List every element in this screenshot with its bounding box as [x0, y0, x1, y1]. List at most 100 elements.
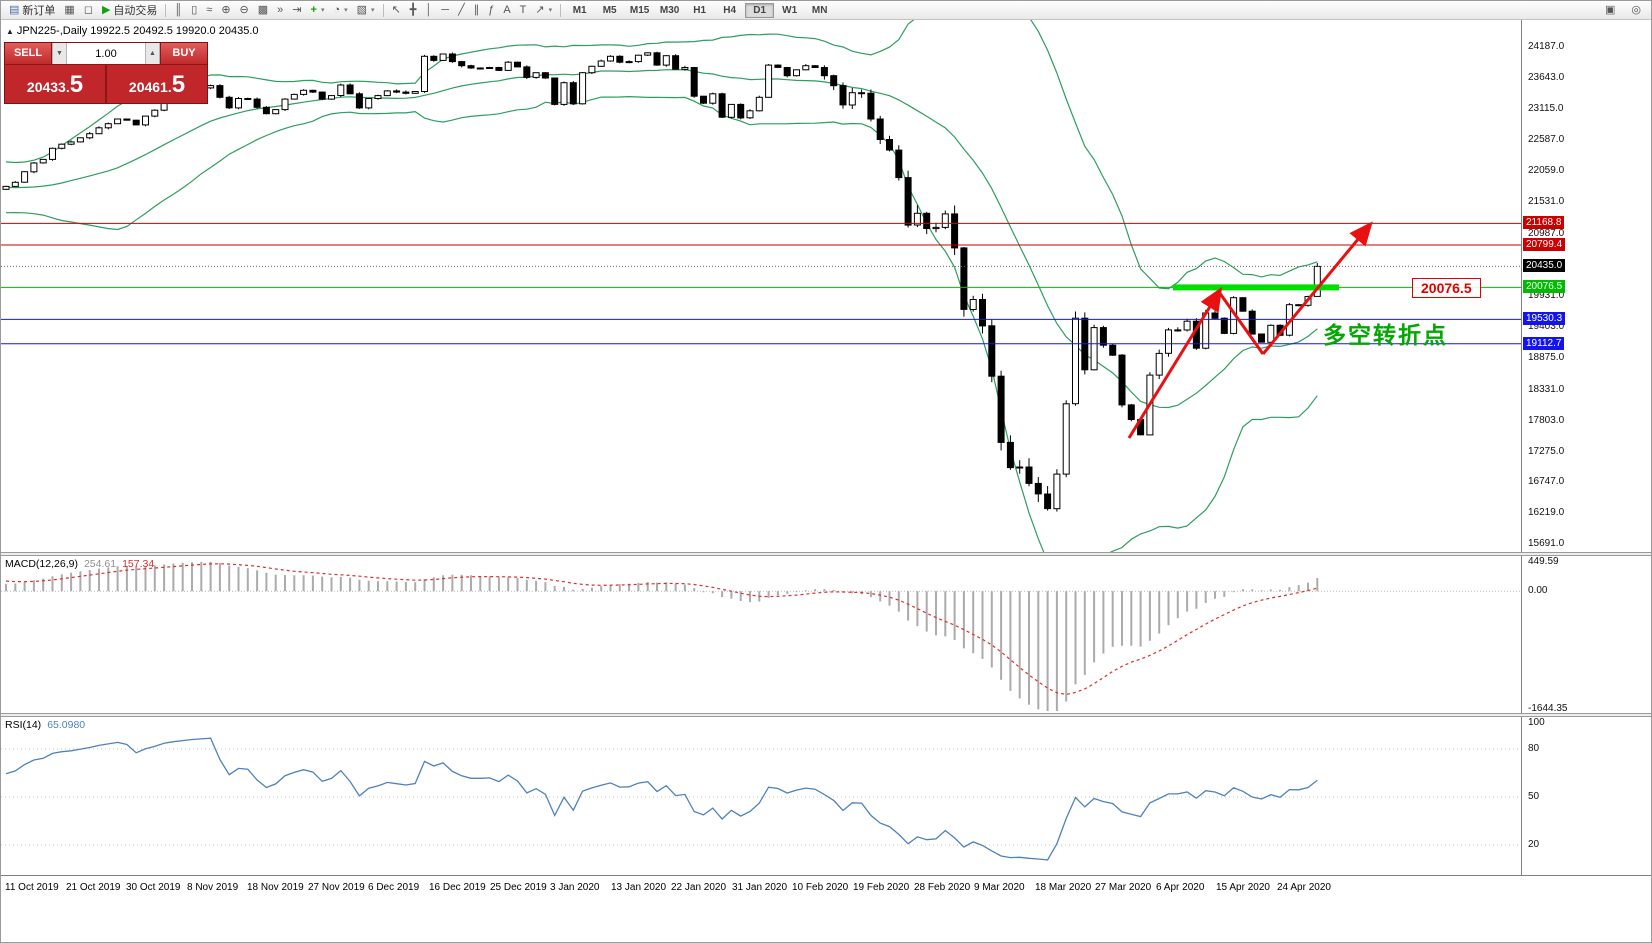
bar-chart-mode-button[interactable]: ║: [170, 3, 186, 18]
timeframe-button-H4[interactable]: H4: [723, 4, 737, 16]
timeframe-group: M1 M5 M15 M30 H1 H4 D1 W1 MN: [565, 2, 834, 18]
lot-increase-button[interactable]: ▲: [145, 43, 160, 64]
print-preview-button[interactable]: ◻: [80, 3, 97, 18]
cursor-tool-button[interactable]: ↖: [388, 3, 405, 18]
chart-shift-button[interactable]: ⇥: [288, 3, 305, 18]
printer-button[interactable]: ▦: [60, 3, 78, 18]
price-level-badge: 19112.7: [1523, 337, 1565, 350]
fibonacci-tool-button[interactable]: ƒ: [484, 3, 498, 18]
auto-scroll-button[interactable]: »: [273, 3, 287, 18]
time-axis-label: 18 Mar 2020: [1035, 882, 1092, 893]
search-button[interactable]: ◎: [1627, 3, 1645, 18]
macd-canvas[interactable]: [1, 556, 1521, 713]
rsi-canvas[interactable]: [1, 717, 1521, 875]
zoom-out-button[interactable]: ⊖: [236, 3, 253, 18]
chevron-down-icon: ▾: [320, 7, 325, 14]
new-order-button[interactable]: ▤ 新订单: [5, 1, 59, 20]
channel-tool-button[interactable]: ∥: [470, 3, 484, 18]
timeframe-button-M1[interactable]: M1: [572, 4, 587, 16]
price-axis-label: 20987.0: [1528, 228, 1565, 239]
time-axis-label: 16 Dec 2019: [429, 882, 486, 893]
lot-size-input[interactable]: [67, 43, 145, 64]
rsi-axis-label: 100: [1528, 717, 1545, 728]
macd-axis-label: -1644.35: [1528, 703, 1568, 713]
price-axis-label: 22587.0: [1528, 134, 1565, 145]
time-axis-label: 28 Feb 2020: [914, 882, 971, 893]
new-chart-icon: ▣: [1604, 3, 1616, 16]
panel-separator[interactable]: [1, 552, 1651, 556]
trendline-tool-button[interactable]: ╱: [454, 3, 469, 18]
fibonacci-icon: ƒ: [488, 3, 495, 16]
time-axis-label: 25 Dec 2019: [490, 882, 547, 893]
line-chart-icon: ≈: [206, 3, 213, 16]
horizontal-line-tool-button[interactable]: ─: [437, 3, 453, 18]
buy-button[interactable]: BUY: [160, 43, 207, 64]
time-axis-label: 31 Jan 2020: [732, 882, 788, 893]
timeframe-button-M15[interactable]: M15: [629, 4, 650, 16]
time-axis-label: 11 Oct 2019: [5, 882, 59, 893]
tile-windows-icon: ▩: [257, 3, 269, 16]
zoom-in-button[interactable]: ⊕: [217, 3, 234, 18]
rsi-label: RSI(14) 65.0980: [5, 719, 86, 731]
time-axis-label: 3 Jan 2020: [550, 882, 600, 893]
chart-title: ▲ JPN225-,Daily 19922.5 20492.5 19920.0 2…: [6, 25, 259, 37]
trend-arrow[interactable]: [1217, 291, 1265, 355]
crosshair-tool-button[interactable]: ╋: [406, 3, 421, 18]
price-divider: [105, 65, 107, 104]
periods-button[interactable]: ◔ ▾: [329, 3, 351, 18]
sell-button[interactable]: SELL: [5, 43, 52, 64]
price-axis-label: 23115.0: [1528, 103, 1564, 114]
time-axis[interactable]: 11 Oct 2019 21 Oct 2019 30 Oct 2019 8 Nov 2…: [1, 875, 1651, 942]
timeframe-button-M5[interactable]: M5: [602, 4, 617, 16]
trend-arrow[interactable]: [1127, 286, 1223, 439]
autotrade-button[interactable]: ▶ 自动交易: [98, 1, 161, 20]
timeframe-button-H1[interactable]: H1: [693, 4, 707, 16]
main-price-axis[interactable]: 24187.0 23643.0 23115.0 22587.0 22059.0 21531…: [1521, 20, 1651, 552]
new-order-icon: ▤: [9, 3, 20, 16]
timeframe-button-M30[interactable]: M30: [659, 4, 680, 16]
timeframe-button-D1[interactable]: D1: [745, 2, 775, 18]
vertical-line-tool-button[interactable]: │: [421, 3, 436, 18]
rsi-axis[interactable]: 100 80 50 20: [1521, 717, 1651, 875]
one-click-toggle-icon[interactable]: ▲: [6, 27, 14, 36]
price-level-badge: 20076.5: [1523, 280, 1566, 293]
templates-button[interactable]: ▧ ▾: [353, 3, 379, 18]
time-axis-label: 30 Oct 2019: [126, 882, 181, 893]
clock-icon: ◔: [333, 3, 341, 16]
price-axis-label: 16219.0: [1528, 507, 1565, 518]
tile-windows-button[interactable]: ▩: [254, 3, 272, 18]
price-axis-label: 15691.0: [1528, 538, 1565, 549]
price-axis-label: 16747.0: [1528, 476, 1565, 487]
autotrade-play-icon: ▶: [101, 3, 111, 16]
chart-ohlc-text: JPN225-,Daily 19922.5 20492.5 19920.0 20…: [16, 25, 259, 37]
text-label-tool-button[interactable]: T: [516, 3, 531, 18]
timeframe-button-W1[interactable]: W1: [782, 4, 798, 16]
candlestick-icon: ▯: [191, 3, 198, 16]
chevron-down-icon: ▾: [548, 7, 553, 14]
time-axis-label: 27 Mar 2020: [1095, 882, 1152, 893]
new-order-label: 新订单: [22, 5, 56, 17]
text-tool-button[interactable]: A: [499, 3, 514, 18]
lot-decrease-button[interactable]: ▼: [52, 43, 67, 64]
search-icon: ◎: [1631, 3, 1641, 16]
price-axis-label: 19403.0: [1528, 321, 1565, 332]
line-chart-mode-button[interactable]: ≈: [202, 3, 216, 18]
macd-label: MACD(12,26,9) 254.61 157.34: [5, 558, 155, 570]
candlestick-mode-button[interactable]: ▯: [187, 3, 201, 18]
time-axis-label: 15 Apr 2020: [1216, 882, 1270, 893]
trend-arrow[interactable]: [1261, 221, 1373, 355]
indicators-button[interactable]: + ▾: [307, 3, 329, 18]
new-chart-button[interactable]: ▣: [1601, 3, 1619, 18]
macd-axis[interactable]: 449.59 0.00 -1644.35: [1521, 556, 1651, 713]
zoom-out-icon: ⊖: [239, 3, 249, 16]
price-axis-label: 19931.0: [1528, 290, 1565, 301]
arrows-tool-button[interactable]: ↗ ▾: [531, 3, 556, 18]
toolbar: ▤ 新订单 ▦ ◻ ▶ 自动交易 ║ ▯ ≈ ⊕ ⊖ ▩ » ⇥ + ▾ ◔ ▾ ▧…: [1, 1, 1651, 20]
template-icon: ▧: [356, 3, 368, 16]
price-axis-label: 18875.0: [1528, 352, 1565, 363]
panel-separator[interactable]: [1, 713, 1651, 717]
main-chart-canvas[interactable]: [1, 20, 1521, 552]
timeframe-button-MN[interactable]: MN: [811, 4, 828, 16]
chevron-down-icon: ▾: [371, 7, 375, 14]
trendline-icon: ╱: [458, 3, 465, 16]
